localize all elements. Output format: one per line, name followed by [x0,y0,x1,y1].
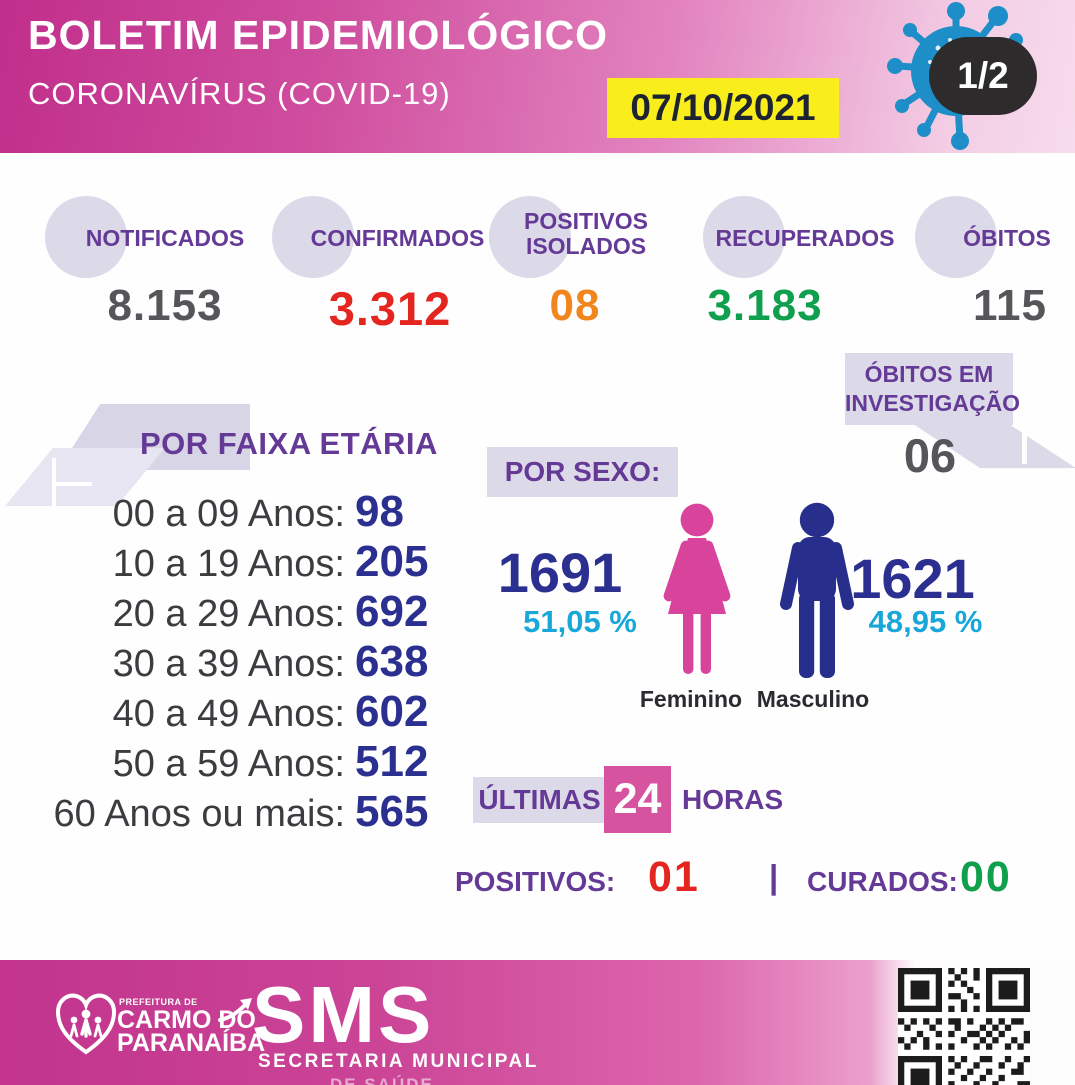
divider: | [769,858,779,895]
cured-value: 00 [960,853,1012,901]
org-name-line2: PARANAÍBA [117,1029,266,1057]
page-indicator-badge: 1/2 [929,37,1037,115]
stat-circle [45,196,127,278]
age-row: 30 a 39 Anos: 638 [15,637,445,687]
org-prefix-label: PREFEITURA DE [119,997,198,1007]
age-row: 60 Anos ou mais: 565 [15,787,445,837]
sex-section-title: POR SEXO: [487,447,678,497]
age-row-label: 10 a 19 Anos: [112,543,345,585]
stat-label-confirmados: CONFIRMADOS [310,225,485,251]
female-figure-icon [663,503,731,674]
last24-suffix: HORAS [682,784,784,815]
stat-circle [703,196,785,278]
sms-subtitle-2: DE SAÚDE [330,1075,434,1085]
stat-circle [272,196,354,278]
stat-circle [489,196,571,278]
stat-value-notificados: 8.153 [107,281,223,330]
cured-label: CURADOS: [807,866,958,897]
age-row-label: 60 Anos ou mais: [53,793,345,835]
stat-label-positivos-isolados: POSITIVOS ISOLADOS [524,208,648,260]
org-name-line1: CARMO DO [117,1006,256,1034]
city-hall-heart-logo [55,993,117,1055]
deaths-investigation-label: ÓBITOS EM INVESTIGAÇÃO [845,361,1021,416]
male-percent: 48,95 % [868,604,983,639]
age-row-label: 30 a 39 Anos: [112,643,345,685]
header-banner: BOLETIM EPIDEMIOLÓGICO CORONAVÍRUS (COVI… [0,0,1075,153]
arrow-icon [218,998,252,1022]
deaths-investigation-banner [845,353,1013,425]
age-row-label: 50 a 59 Anos: [112,743,345,785]
age-section-title: POR FAIXA ETÁRIA [140,426,438,461]
female-percent: 51,05 % [523,604,637,639]
male-label: Masculino [756,686,870,712]
age-row: 40 a 49 Anos: 602 [15,687,445,737]
positives-label: POSITIVOS: [455,866,616,897]
page-subtitle: CORONAVÍRUS (COVID-19) [28,76,451,111]
deaths-investigation-value: 06 [903,429,957,482]
stat-value-recuperados: 3.183 [707,281,823,330]
female-count: 1691 [497,541,623,604]
age-row-label: 20 a 29 Anos: [112,593,345,635]
age-row: 10 a 19 Anos: 205 [15,537,445,587]
age-row-value: 98 [355,487,404,536]
sms-subtitle: SECRETARIA MUNICIPAL [258,1051,539,1072]
sms-logo: SMS [252,970,435,1059]
last24-hours-badge: 24 [604,766,671,833]
stat-label-obitos: ÓBITOS [963,225,1051,251]
age-row-value: 512 [355,737,429,786]
age-row-value: 692 [355,587,429,636]
age-groups-list: 00 a 09 Anos: 98 10 a 19 Anos: 205 20 a … [15,487,445,837]
age-row: 50 a 59 Anos: 512 [15,737,445,787]
stat-value-positivos-isolados: 08 [549,281,601,330]
male-figure-icon [780,502,854,678]
stat-circle [915,196,997,278]
last24-prefix: ÚLTIMAS [473,777,606,823]
age-row-value: 205 [355,537,429,586]
qr-code [898,968,1030,1085]
age-row-value: 638 [355,637,429,686]
male-count: 1621 [850,547,975,610]
date-badge: 07/10/2021 [607,78,839,138]
page-title: BOLETIM EPIDEMIOLÓGICO [28,12,609,58]
age-row-label: 00 a 09 Anos: [112,493,345,535]
stat-label-notificados: NOTIFICADOS [85,225,245,251]
positives-value: 01 [648,853,700,901]
female-label: Feminino [639,686,743,712]
stat-label-recuperados: RECUPERADOS [715,225,895,251]
age-row: 00 a 09 Anos: 98 [15,487,445,537]
age-row-value: 565 [355,787,429,836]
stat-value-obitos: 115 [973,281,1047,330]
age-row: 20 a 29 Anos: 692 [15,587,445,637]
age-row-value: 602 [355,687,429,736]
banner-fold-line [1022,420,1027,464]
banner-corner-line [52,482,92,486]
age-row-label: 40 a 49 Anos: [112,693,345,735]
stat-value-confirmados: 3.312 [328,282,452,335]
